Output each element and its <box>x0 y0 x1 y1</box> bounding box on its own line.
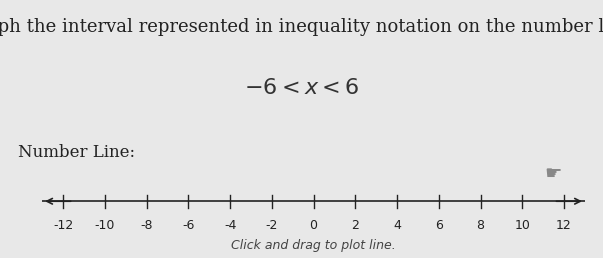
Text: Graph the interval represented in inequality notation on the number line.: Graph the interval represented in inequa… <box>0 18 603 36</box>
Text: 6: 6 <box>435 219 443 232</box>
Text: -10: -10 <box>95 219 115 232</box>
Text: -2: -2 <box>266 219 278 232</box>
Text: Click and drag to plot line.: Click and drag to plot line. <box>231 238 396 252</box>
Text: ☛: ☛ <box>545 164 563 183</box>
Text: -12: -12 <box>53 219 73 232</box>
Text: 12: 12 <box>556 219 572 232</box>
Text: $-6 < x < 6$: $-6 < x < 6$ <box>244 77 359 99</box>
Text: 4: 4 <box>393 219 401 232</box>
Text: -8: -8 <box>140 219 153 232</box>
Text: -6: -6 <box>182 219 195 232</box>
Text: 2: 2 <box>352 219 359 232</box>
Text: 10: 10 <box>514 219 530 232</box>
Text: 8: 8 <box>476 219 485 232</box>
Text: 0: 0 <box>309 219 318 232</box>
Text: -4: -4 <box>224 219 236 232</box>
Text: Number Line:: Number Line: <box>18 144 135 162</box>
